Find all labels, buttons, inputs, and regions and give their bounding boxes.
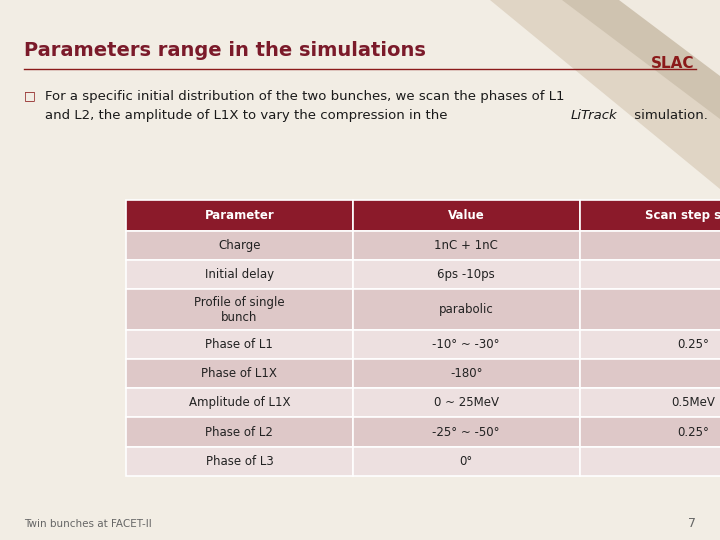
- Text: 0.25°: 0.25°: [677, 338, 709, 351]
- Bar: [580, 200, 720, 231]
- Text: 7: 7: [688, 517, 696, 530]
- Text: 0°: 0°: [459, 455, 473, 468]
- Text: Parameter: Parameter: [204, 209, 274, 222]
- Bar: [126, 359, 353, 388]
- Bar: [126, 417, 353, 447]
- Text: Amplitude of L1X: Amplitude of L1X: [189, 396, 290, 409]
- Text: Charge: Charge: [218, 239, 261, 252]
- Text: Phase of L1: Phase of L1: [205, 338, 274, 351]
- Text: Twin bunches at FACET-II: Twin bunches at FACET-II: [24, 519, 151, 529]
- Polygon shape: [490, 0, 720, 189]
- Bar: [353, 231, 580, 260]
- Text: 1nC + 1nC: 1nC + 1nC: [434, 239, 498, 252]
- Bar: [580, 260, 720, 289]
- Bar: [126, 330, 353, 359]
- Bar: [580, 359, 720, 388]
- Bar: [580, 330, 720, 359]
- Text: parabolic: parabolic: [438, 303, 494, 316]
- Bar: [126, 447, 353, 476]
- Text: Scan step size: Scan step size: [646, 209, 720, 222]
- Text: and L2, the amplitude of L1X to vary the compression in the: and L2, the amplitude of L1X to vary the…: [45, 109, 452, 122]
- Text: SLAC: SLAC: [652, 56, 695, 71]
- Text: Parameters range in the simulations: Parameters range in the simulations: [24, 41, 426, 60]
- Bar: [580, 417, 720, 447]
- Polygon shape: [562, 0, 720, 119]
- Bar: [580, 447, 720, 476]
- Text: For a specific initial distribution of the two bunches, we scan the phases of L1: For a specific initial distribution of t…: [45, 90, 565, 103]
- Bar: [353, 289, 580, 330]
- Text: Initial delay: Initial delay: [204, 268, 274, 281]
- Bar: [353, 417, 580, 447]
- Bar: [353, 359, 580, 388]
- Text: 6ps -10ps: 6ps -10ps: [437, 268, 495, 281]
- Text: -25° ~ -50°: -25° ~ -50°: [433, 426, 500, 438]
- Bar: [126, 200, 353, 231]
- Bar: [353, 200, 580, 231]
- Text: Phase of L3: Phase of L3: [205, 455, 274, 468]
- Text: Value: Value: [448, 209, 485, 222]
- Text: simulation.: simulation.: [631, 109, 708, 122]
- Bar: [353, 447, 580, 476]
- Bar: [126, 388, 353, 417]
- Bar: [580, 231, 720, 260]
- Bar: [126, 289, 353, 330]
- Bar: [126, 231, 353, 260]
- Text: □: □: [24, 90, 35, 103]
- Bar: [126, 260, 353, 289]
- Text: 0 ~ 25MeV: 0 ~ 25MeV: [433, 396, 499, 409]
- Text: Phase of L1X: Phase of L1X: [202, 367, 277, 380]
- Bar: [353, 388, 580, 417]
- Bar: [580, 289, 720, 330]
- Text: 0.5MeV: 0.5MeV: [671, 396, 715, 409]
- Text: -180°: -180°: [450, 367, 482, 380]
- Text: Profile of single
bunch: Profile of single bunch: [194, 296, 284, 323]
- Polygon shape: [619, 0, 720, 76]
- Text: 0.25°: 0.25°: [677, 426, 709, 438]
- Bar: [580, 388, 720, 417]
- Text: Phase of L2: Phase of L2: [205, 426, 274, 438]
- Bar: [353, 330, 580, 359]
- Bar: [353, 260, 580, 289]
- Text: -10° ~ -30°: -10° ~ -30°: [433, 338, 500, 351]
- Text: LiTrack: LiTrack: [570, 109, 617, 122]
